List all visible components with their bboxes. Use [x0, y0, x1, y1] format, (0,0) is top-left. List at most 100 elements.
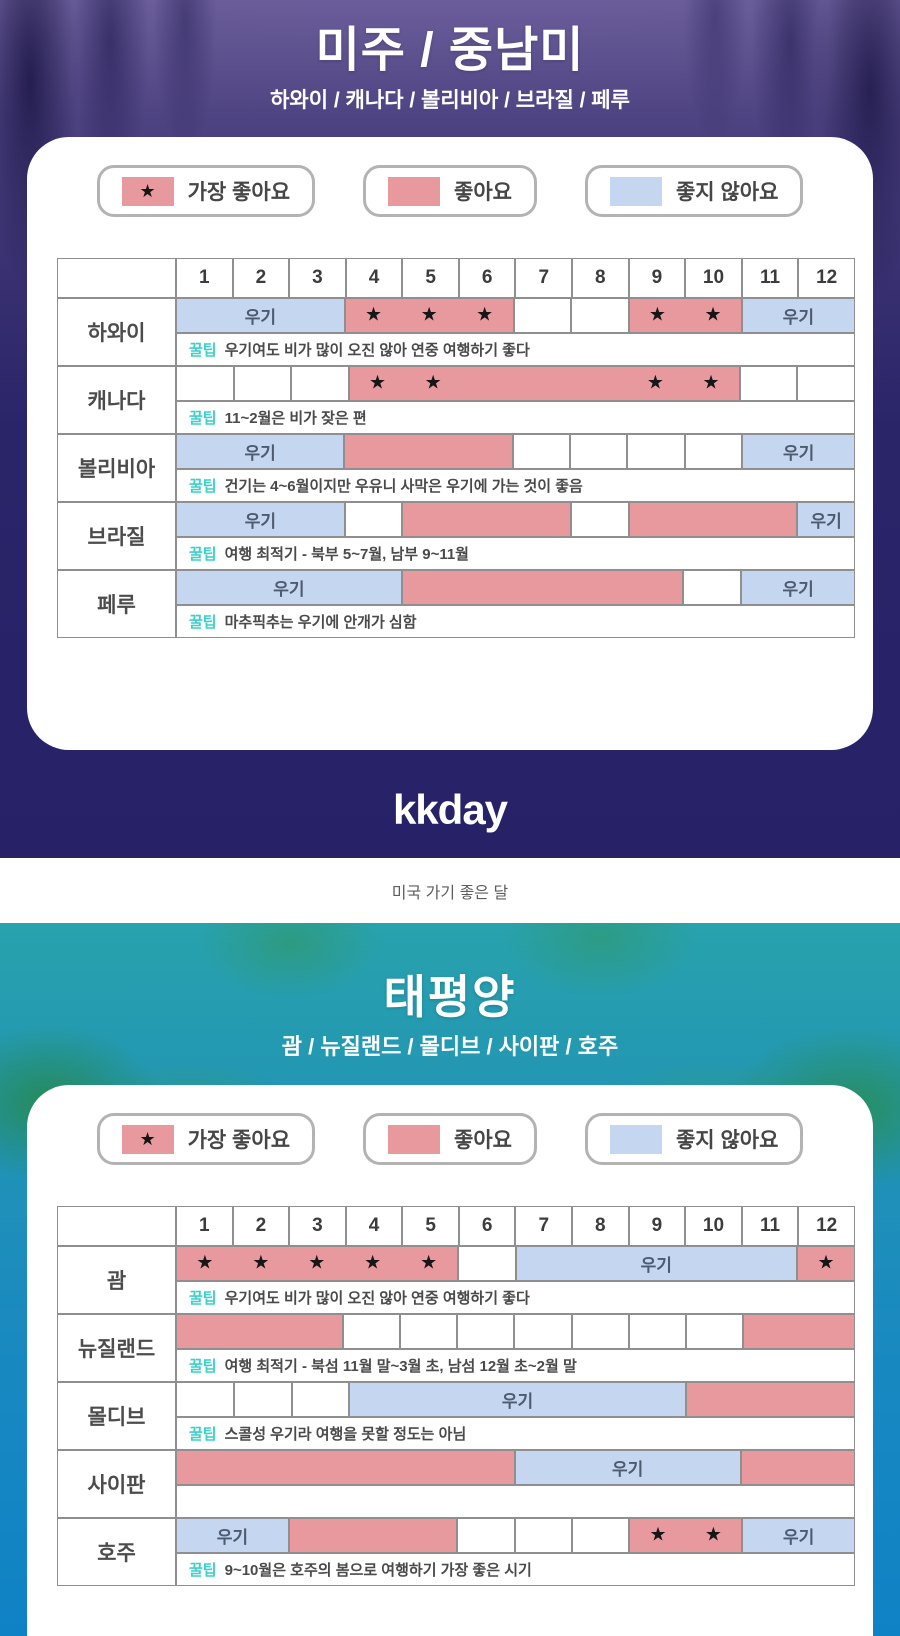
destination-name: 캐나다 — [57, 366, 176, 434]
band-segment-blue: 우기 — [797, 502, 855, 537]
star-icon: ★ — [648, 304, 666, 326]
month-band — [176, 1314, 855, 1349]
month-header-cell: 7 — [515, 258, 573, 298]
tip-badge: 꿀팁 — [189, 410, 217, 427]
tip-badge: 꿀팁 — [189, 1426, 217, 1443]
band-segment-blue: 우기 — [349, 1382, 686, 1417]
month-band: 우기 우기 — [176, 502, 855, 537]
destination-row: 괌 ★ ★ ★ ★ ★ 우기 ★ 꿀팁 우기여도 비가 많이 오진 않아 연중 여행하기 좋다 — [57, 1246, 855, 1314]
month-band: 우기 — [176, 1450, 855, 1485]
tip-text: 9~10월은 호주의 봄으로 여행하기 가장 좋은 시기 — [224, 1562, 532, 1579]
month-band: 우기 우기 — [176, 434, 856, 469]
tip-row: 꿀팁 우기여도 비가 많이 오진 않아 연중 여행하기 좋다 — [176, 1281, 855, 1314]
tip-text: 마추픽추는 우기에 안개가 심함 — [224, 614, 417, 631]
legend-item-not-good: 좋지 않아요 — [584, 165, 804, 217]
travel-month-table-americas: 1 2 3 4 5 6 7 8 9 10 11 12 하와이 우기 ★ ★ ★ ★ ★ 우기 꿀팁 우기여도 비가 많이 … — [57, 258, 856, 638]
star-icon: ★ — [420, 1252, 438, 1274]
month-header-cell: 4 — [345, 1206, 403, 1246]
band-segment-pink: ★ ★ — [628, 298, 742, 333]
destination-months: 우기 ★ ★ ★ ★ ★ 우기 꿀팁 우기여도 비가 많이 오진 않아 연중 여행하기 좋다 — [176, 298, 855, 366]
month-band: 우기 — [176, 1382, 855, 1417]
star-icon: ★ — [702, 372, 720, 394]
good-swatch — [388, 1124, 441, 1154]
band-segment-pink: ★ ★ — [629, 1518, 743, 1553]
band-segment-white — [512, 434, 570, 469]
month-header-row: 1 2 3 4 5 6 7 8 9 10 11 12 — [57, 1206, 855, 1246]
band-segment-white — [797, 366, 855, 401]
month-header-cell: 7 — [515, 1206, 573, 1246]
band-segment-white — [571, 1314, 629, 1349]
page-subtitle: 괌 / 뉴질랜드 / 몰디브 / 사이판 / 호주 — [281, 1034, 619, 1059]
tip-row: 꿀팁 여행 최적기 - 북부 5~7월, 남부 9~11월 — [176, 537, 855, 570]
tip-text: 스콜성 우기라 여행을 못할 정도는 아님 — [224, 1426, 467, 1443]
star-icon: ★ — [365, 304, 383, 326]
page-subtitle: 하와이 / 캐나다 / 볼리비아 / 브라질 / 페루 — [270, 89, 630, 112]
tip-row: 꿀팁 9~10월은 호주의 봄으로 여행하기 가장 좋은 시기 — [176, 1553, 855, 1586]
destination-name: 브라질 — [57, 502, 176, 570]
band-segment-white — [343, 1314, 401, 1349]
star-icon: ★ — [704, 304, 722, 326]
band-segment-white — [457, 1246, 516, 1281]
star-icon: ★ — [196, 1252, 214, 1274]
best-swatch-star-icon: ★ — [121, 176, 174, 206]
tip-badge: 꿀팁 — [189, 1562, 217, 1579]
destination-name: 사이판 — [57, 1450, 176, 1518]
travel-month-table-pacific: 1 2 3 4 5 6 7 8 9 10 11 12 괌 ★ ★ ★ ★ ★ 우기 ★ 꿀팁 우기여도 비가 많이 오진 … — [57, 1206, 855, 1586]
legend-item-not-good: 좋지 않아요 — [584, 1113, 804, 1165]
destination-name: 뉴질랜드 — [57, 1314, 176, 1382]
band-segment-white — [457, 1314, 515, 1349]
destination-row: 하와이 우기 ★ ★ ★ ★ ★ 우기 꿀팁 우기여도 비가 많이 오진 않아 연중 여행하기 좋… — [57, 298, 855, 366]
band-segment-white — [683, 570, 742, 605]
destination-months: 우기 우기 꿀팁 건기는 4~6월이지만 우유니 사막은 우기에 가는 것이 좋음 — [176, 434, 856, 502]
band-segment-white — [514, 1314, 572, 1349]
page-title: 미주 / 중남미 — [315, 24, 585, 77]
month-header-cell: 9 — [628, 258, 686, 298]
band-segment-pink — [628, 502, 798, 537]
band-segment-pink: ★ ★ ★ ★ — [348, 366, 740, 401]
destination-row: 캐나다 ★ ★ ★ ★ 꿀팁 11~2월은 비가 잦은 편 — [57, 366, 855, 434]
band-segment-blue: 우기 — [741, 570, 855, 605]
month-header-cell: 3 — [289, 1206, 346, 1246]
tip-badge: 꿀팁 — [189, 1358, 217, 1375]
destination-row: 페루 우기 우기 꿀팁 마추픽추는 우기에 안개가 심함 — [57, 570, 855, 638]
band-segment-blue: 우기 — [176, 1518, 289, 1553]
page-title: 태평양 — [383, 971, 517, 1023]
month-header-cell: 8 — [572, 258, 629, 298]
band-segment-white — [571, 502, 629, 537]
month-header-cell: 3 — [289, 258, 346, 298]
band-segment-white — [514, 1518, 572, 1553]
band-segment-pink — [402, 502, 572, 537]
tip-text: 우기여도 비가 많이 오진 않아 연중 여행하기 좋다 — [224, 342, 530, 359]
not-good-swatch — [609, 1124, 662, 1154]
tip-badge: 꿀팁 — [189, 614, 217, 631]
star-icon: ★ — [817, 1252, 835, 1274]
best-swatch-star-icon: ★ — [121, 1124, 174, 1154]
section-pacific: 태평양 괌 / 뉴질랜드 / 몰디브 / 사이판 / 호주 ★ 가장 좋아요 좋… — [0, 923, 900, 1636]
star-icon: ★ — [364, 1252, 382, 1274]
image-caption: 미국 가기 좋은 달 — [0, 858, 900, 923]
destination-months: 꿀팁 여행 최적기 - 북섬 11월 말~3월 초, 남섬 12월 초~2월 말 — [176, 1314, 855, 1382]
tip-badge: 꿀팁 — [189, 546, 217, 563]
month-header-cell: 2 — [232, 1206, 290, 1246]
destination-name: 페루 — [57, 570, 176, 638]
band-segment-white — [513, 298, 572, 333]
month-band: 우기 ★ ★ 우기 — [176, 1518, 855, 1553]
month-header-cell: 8 — [572, 1206, 629, 1246]
star-icon: ★ — [308, 1252, 326, 1274]
destination-row: 몰디브 우기 꿀팁 스콜성 우기라 여행을 못할 정도는 아님 — [57, 1382, 855, 1450]
destination-name: 하와이 — [57, 298, 176, 366]
band-segment-white — [628, 1314, 686, 1349]
tip-badge: 꿀팁 — [189, 342, 217, 359]
month-header-row: 1 2 3 4 5 6 7 8 9 10 11 12 — [57, 258, 855, 298]
month-header-cell: 9 — [628, 1206, 686, 1246]
legend-label: 좋아요 — [454, 181, 512, 204]
tip-text: 여행 최적기 - 북부 5~7월, 남부 9~11월 — [224, 546, 469, 563]
destination-row: 볼리비아 우기 우기 꿀팁 건기는 4~6월이지만 우유니 사막은 우기에 가는 것이 … — [57, 434, 856, 502]
band-segment-pink: ★ ★ ★ ★ ★ — [176, 1246, 458, 1281]
band-segment-white — [739, 366, 798, 401]
legend: ★ 가장 좋아요 좋아요 좋지 않아요 — [27, 1085, 873, 1165]
month-header-cell: 4 — [345, 258, 403, 298]
